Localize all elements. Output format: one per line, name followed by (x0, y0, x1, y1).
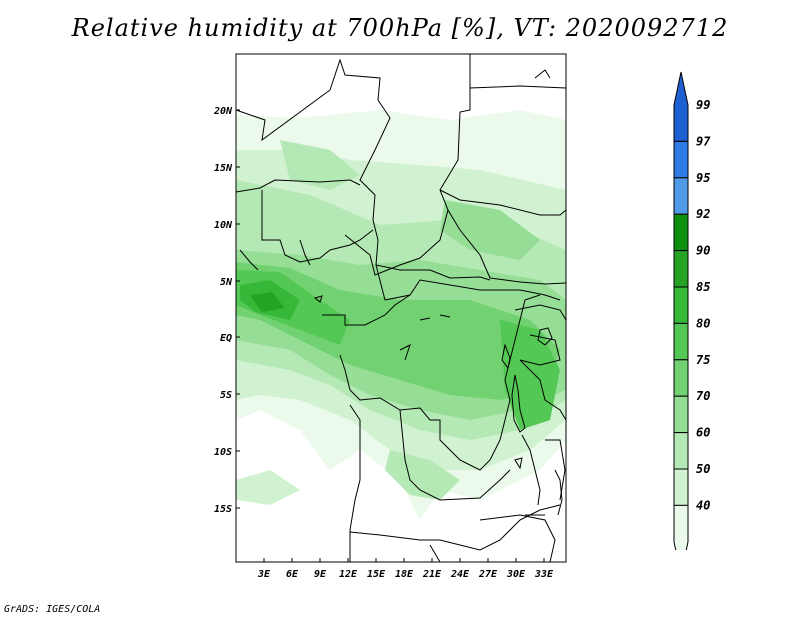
legend-color-segment (673, 286, 689, 324)
lat-tick-label: 20N (213, 106, 233, 117)
legend-color-segment (673, 140, 689, 179)
lat-tick-label: EQ (220, 333, 232, 344)
credit-text: GrADS: IGES/COLA (4, 604, 101, 615)
lat-tick-label: 15N (214, 163, 233, 174)
legend-color-segment (673, 395, 689, 434)
lat-tick-label: 10S (214, 447, 232, 458)
humidity-fill (236, 110, 566, 520)
lakes (313, 69, 563, 516)
legend-color-segment (673, 432, 689, 470)
map-frame (235, 53, 567, 563)
color-legend: 99 97 95 92 90 85 80 75 70 60 50 40 (673, 71, 711, 550)
legend-color-segment (673, 213, 689, 252)
lon-tick-label: 3E (257, 569, 271, 580)
legend-color-segment (673, 177, 689, 215)
legend-level-label: 97 (696, 134, 711, 148)
legend-level-label: 85 (696, 280, 710, 294)
legend-level-label: 95 (696, 171, 710, 185)
legend-level-label: 99 (696, 98, 710, 112)
legend-color-segment (673, 468, 689, 506)
legend-color-segment (673, 250, 689, 288)
legend-level-label: 40 (696, 498, 710, 512)
legend-level-label: 75 (696, 353, 710, 367)
legend-level-label: 70 (696, 389, 710, 403)
lon-tick-label: 33E (534, 569, 554, 580)
lat-tick-label: 10N (214, 220, 233, 231)
lon-tick-label: 21E (422, 569, 442, 580)
lon-axis (263, 558, 545, 562)
lat-tick-label: 5S (220, 390, 232, 401)
map-title: Relative humidity at 700hPa [%], VT: 202… (71, 14, 729, 42)
legend-level-label: 90 (696, 244, 710, 258)
legend-level-label: 50 (696, 462, 710, 476)
lon-tick-label: 12E (339, 569, 358, 580)
lon-tick-label: 9E (314, 569, 327, 580)
lat-labels: 20N 15N 10N 5N EQ 5S 10S 15S (213, 106, 233, 515)
lon-tick-label: 27E (478, 569, 498, 580)
legend-level-label: 60 (696, 426, 710, 440)
lat-tick-label: 15S (214, 504, 232, 515)
lat-axis (236, 109, 240, 509)
lon-tick-label: 15E (367, 569, 386, 580)
legend-color-segment (673, 71, 689, 142)
lon-tick-label: 6E (286, 569, 299, 580)
lat-tick-label: 5N (220, 277, 233, 288)
legend-color-segment (673, 322, 689, 361)
lon-tick-label: 18E (395, 569, 414, 580)
legend-color-segment (673, 504, 689, 550)
legend-color-segment (673, 359, 689, 397)
country-borders (235, 54, 567, 563)
legend-level-label: 80 (696, 316, 710, 330)
lon-tick-label: 24E (450, 569, 470, 580)
lon-tick-label: 30E (506, 569, 526, 580)
lon-labels: 3E 6E 9E 12E 15E 18E 21E 24E 27E 30E 33E (257, 569, 554, 580)
legend-level-label: 92 (696, 207, 710, 221)
legend-labels: 99 97 95 92 90 85 80 75 70 60 50 40 (696, 98, 711, 512)
legend-segments (673, 71, 689, 550)
